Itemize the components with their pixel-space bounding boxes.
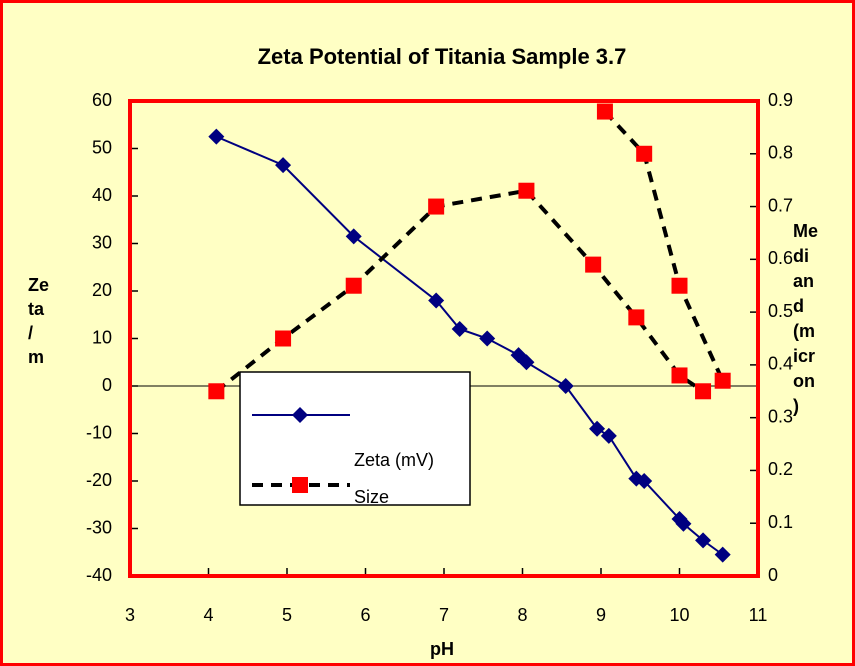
data-point <box>479 330 496 347</box>
data-point <box>675 515 692 532</box>
x-tick-label: 11 <box>749 605 768 625</box>
y-axis-label: ta <box>28 299 45 319</box>
data-point <box>671 367 688 384</box>
data-point <box>345 277 362 294</box>
chart-title: Zeta Potential of Titania Sample 3.7 <box>258 44 627 69</box>
data-point <box>695 383 712 400</box>
data-point <box>275 157 292 174</box>
y-tick-label: 30 <box>92 232 112 252</box>
data-point <box>585 256 602 273</box>
data-point <box>636 145 653 162</box>
y-tick-label: 20 <box>92 280 112 300</box>
y-tick-label: 40 <box>92 185 112 205</box>
x-tick-label: 5 <box>282 605 292 625</box>
data-point <box>518 182 535 199</box>
data-point <box>208 383 225 400</box>
x-axis-label: pH <box>430 639 454 659</box>
data-point <box>518 354 535 371</box>
y-tick-label: -20 <box>86 470 112 490</box>
y2-axis-label: di <box>793 246 809 266</box>
y2-tick-label: 0.5 <box>768 301 793 321</box>
plot-border <box>128 99 760 578</box>
data-point <box>671 277 688 294</box>
y-tick-label: -30 <box>86 517 112 537</box>
y-tick-label: 10 <box>92 327 112 347</box>
y-tick-label: 50 <box>92 137 112 157</box>
legend-label: Size <box>354 487 389 507</box>
data-point <box>428 292 445 309</box>
y2-tick-label: 0 <box>768 565 778 585</box>
x-tick-label: 6 <box>360 605 370 625</box>
y2-axis-label: (m <box>793 321 815 341</box>
y2-axis-label: icr <box>793 346 815 366</box>
y2-axis-label: ) <box>793 396 799 416</box>
data-point <box>345 228 362 245</box>
y2-tick-label: 0.8 <box>768 143 793 163</box>
y2-tick-label: 0.3 <box>768 406 793 426</box>
y2-axis-label: an <box>793 271 814 291</box>
y2-axis-label: d <box>793 296 804 316</box>
y-tick-label: -40 <box>86 565 112 585</box>
data-point <box>557 378 574 394</box>
y-axis-label: m <box>28 347 44 367</box>
y-axis-label: / <box>28 323 33 343</box>
series-line <box>215 110 725 393</box>
legend <box>239 371 471 506</box>
data-point <box>451 321 468 337</box>
data-point <box>695 532 712 549</box>
legend-label: Zeta (mV) <box>354 450 434 470</box>
x-tick-label: 3 <box>125 605 135 625</box>
data-point <box>600 427 617 444</box>
data-point <box>589 420 606 437</box>
x-tick-label: 10 <box>669 605 689 625</box>
data-point <box>428 198 445 215</box>
y2-tick-label: 0.1 <box>768 512 793 532</box>
y2-tick-label: 0.9 <box>768 90 793 110</box>
y2-tick-label: 0.7 <box>768 195 793 215</box>
x-tick-label: 4 <box>203 605 213 625</box>
x-tick-label: 7 <box>439 605 449 625</box>
y-tick-label: 60 <box>92 90 112 110</box>
y-axis-label: Ze <box>28 275 49 295</box>
x-tick-label: 8 <box>517 605 527 625</box>
y2-axis-label: Me <box>793 221 818 241</box>
data-point <box>275 330 292 347</box>
y2-tick-label: 0.6 <box>768 248 793 268</box>
legend-marker <box>292 477 308 493</box>
data-point <box>714 372 731 389</box>
legend-marker <box>292 407 308 423</box>
data-point <box>714 546 731 563</box>
y-tick-label: 0 <box>102 375 112 395</box>
y2-tick-label: 0.2 <box>768 459 793 479</box>
data-point <box>596 103 613 120</box>
x-tick-label: 9 <box>596 605 606 625</box>
data-point <box>636 473 653 489</box>
y2-axis-label: on <box>793 371 815 391</box>
y2-tick-label: 0.4 <box>768 354 793 374</box>
data-point <box>628 309 645 326</box>
data-point <box>208 128 225 145</box>
y-tick-label: -10 <box>86 422 112 442</box>
